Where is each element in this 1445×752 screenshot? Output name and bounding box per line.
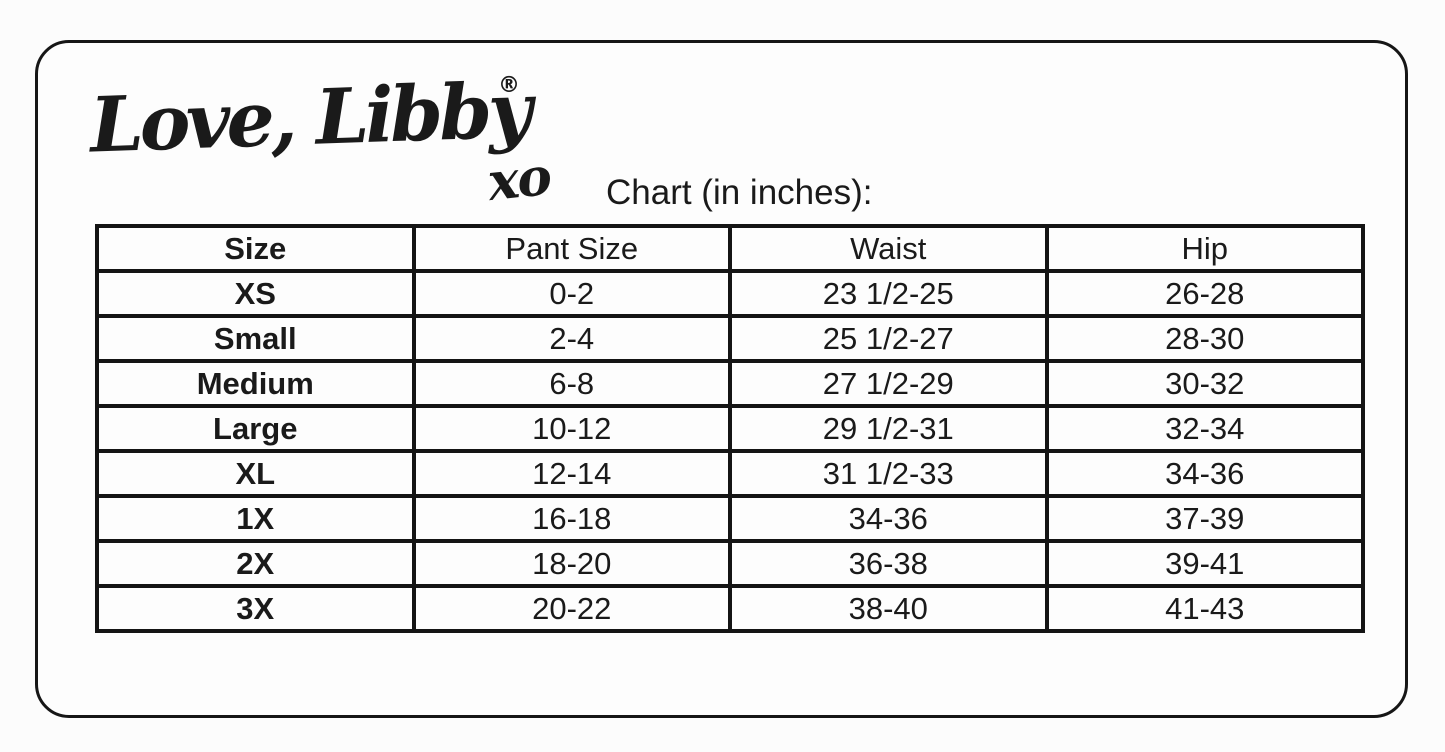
cell-pant-size: 16-18 <box>411 494 732 543</box>
cell-waist: 38-40 <box>728 584 1049 633</box>
cell-hip: 28-30 <box>1044 314 1365 363</box>
cell-pant-size: 12-14 <box>411 449 732 498</box>
table-body: XS 0-2 23 1/2-25 26-28 Small 2-4 25 1/2-… <box>95 269 1365 633</box>
cell-size: XL <box>95 449 416 498</box>
cell-pant-size: 0-2 <box>411 269 732 318</box>
cell-waist: 27 1/2-29 <box>728 359 1049 408</box>
table-row-medium: Medium 6-8 27 1/2-29 30-32 <box>95 359 1365 408</box>
cell-size: Small <box>95 314 416 363</box>
cell-hip: 34-36 <box>1044 449 1365 498</box>
table-row-xs: XS 0-2 23 1/2-25 26-28 <box>95 269 1365 318</box>
cell-pant-size: 18-20 <box>411 539 732 588</box>
cell-hip: 26-28 <box>1044 269 1365 318</box>
cell-size: Medium <box>95 359 416 408</box>
cell-hip: 39-41 <box>1044 539 1365 588</box>
header-row: Size Pant Size Waist Hip <box>95 224 1365 273</box>
cell-pant-size: 20-22 <box>411 584 732 633</box>
table-row-3x: 3X 20-22 38-40 41-43 <box>95 584 1365 633</box>
column-header-size: Size <box>95 224 416 273</box>
cell-size: 2X <box>95 539 416 588</box>
cell-waist: 31 1/2-33 <box>728 449 1049 498</box>
cell-waist: 23 1/2-25 <box>728 269 1049 318</box>
table-row-2x: 2X 18-20 36-38 39-41 <box>95 539 1365 588</box>
table-header: Size Pant Size Waist Hip <box>95 224 1365 273</box>
registered-trademark-icon: ® <box>498 73 520 98</box>
table-row-xl: XL 12-14 31 1/2-33 34-36 <box>95 449 1365 498</box>
brand-logo-suffix: xo <box>484 145 553 214</box>
cell-waist: 34-36 <box>728 494 1049 543</box>
cell-size: 3X <box>95 584 416 633</box>
cell-hip: 30-32 <box>1044 359 1365 408</box>
table-row-small: Small 2-4 25 1/2-27 28-30 <box>95 314 1365 363</box>
table-row-1x: 1X 16-18 34-36 37-39 <box>95 494 1365 543</box>
brand-logo: Love, Libby ® xo <box>88 51 590 241</box>
column-header-waist: Waist <box>728 224 1049 273</box>
cell-hip: 32-34 <box>1044 404 1365 453</box>
brand-logo-text: Love, Libby <box>88 65 530 170</box>
cell-size: 1X <box>95 494 416 543</box>
cell-waist: 36-38 <box>728 539 1049 588</box>
cell-waist: 29 1/2-31 <box>728 404 1049 453</box>
column-header-pant-size: Pant Size <box>411 224 732 273</box>
cell-waist: 25 1/2-27 <box>728 314 1049 363</box>
chart-title: Chart (in inches): <box>606 173 873 212</box>
cell-pant-size: 10-12 <box>411 404 732 453</box>
table-row-large: Large 10-12 29 1/2-31 32-34 <box>95 404 1365 453</box>
size-chart-card: Love, Libby ® xo Chart (in inches): Size… <box>35 40 1408 718</box>
cell-size: XS <box>95 269 416 318</box>
size-chart-table: Size Pant Size Waist Hip XS 0-2 23 1/2-2… <box>95 224 1365 633</box>
cell-pant-size: 2-4 <box>411 314 732 363</box>
cell-hip: 41-43 <box>1044 584 1365 633</box>
cell-pant-size: 6-8 <box>411 359 732 408</box>
column-header-hip: Hip <box>1044 224 1365 273</box>
cell-hip: 37-39 <box>1044 494 1365 543</box>
cell-size: Large <box>95 404 416 453</box>
